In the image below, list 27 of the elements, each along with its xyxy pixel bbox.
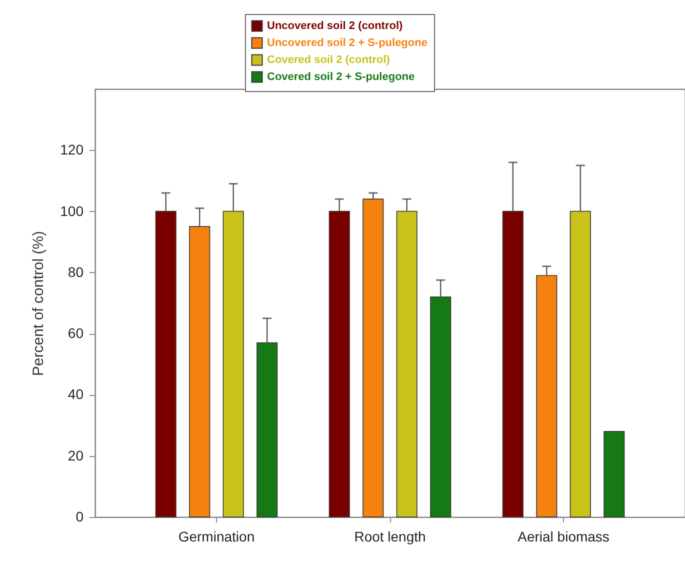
y-tick-label: 60 [68,325,84,342]
x-tick-label: Germination [178,528,255,544]
bar [604,431,625,518]
legend-label: Covered soil 2 (control) [267,54,390,66]
y-tick-label: 120 [60,142,84,158]
bar [256,342,278,518]
bar [222,210,244,518]
bar [570,210,591,518]
y-tick-label: 0 [76,508,84,524]
y-tick-label: 100 [60,202,84,219]
y-tick-label: 80 [68,264,84,280]
legend-label: Uncovered soil 2 + S-pulegone [267,37,428,49]
y-tick-label: 20 [68,447,84,464]
y-axis-title: Percent of control (%) [30,230,48,376]
bar [189,226,210,518]
bar [502,210,524,518]
bar [536,275,558,518]
bar [362,198,384,518]
bar [328,210,350,518]
legend-label: Uncovered soil 2 (control) [267,20,404,32]
bar [155,210,176,518]
x-tick-label: Root length [354,528,426,544]
bar [430,296,452,518]
x-tick-label: Aerial biomass [518,528,610,544]
legend-label: Covered soil 2 + S-pulegone [267,71,415,83]
bar [396,210,418,518]
y-tick-label: 40 [68,386,84,402]
